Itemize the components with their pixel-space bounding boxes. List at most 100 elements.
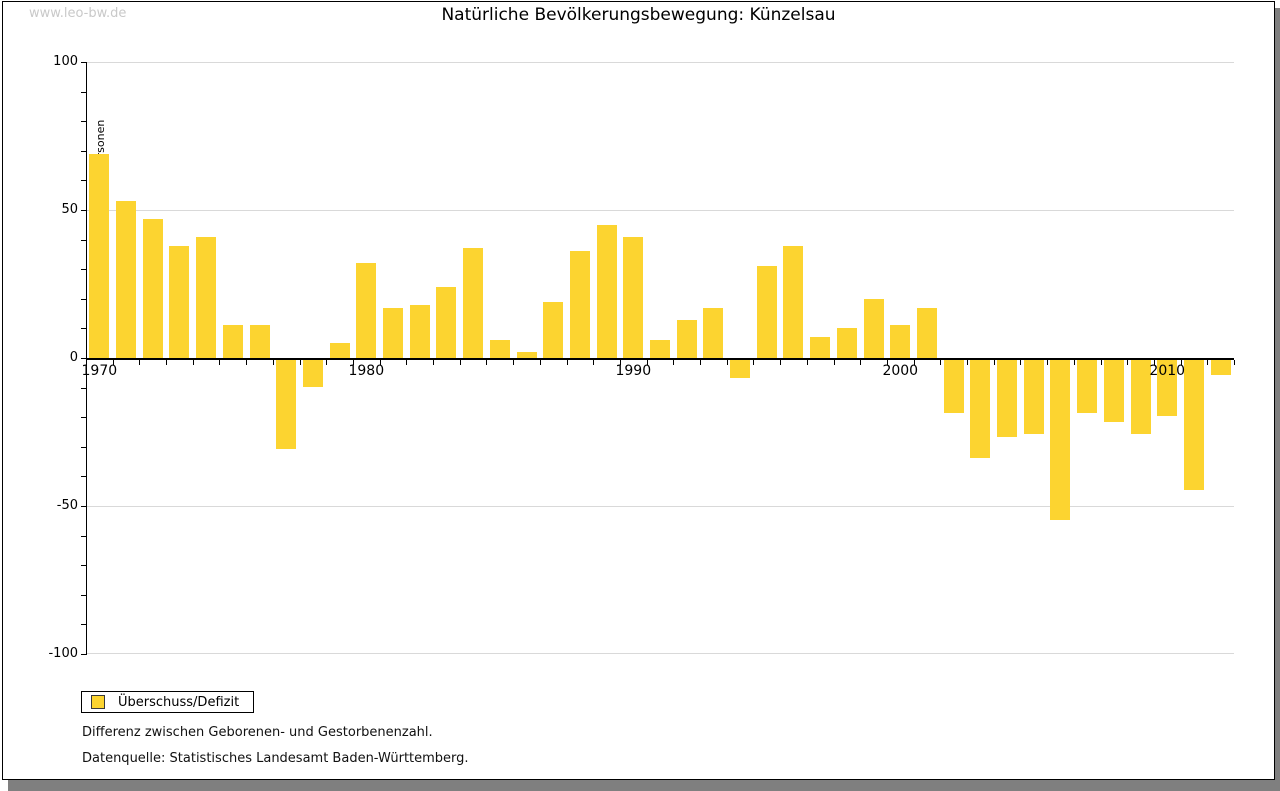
x-axis-line [86, 358, 1234, 360]
footnote-source: Datenquelle: Statistisches Landesamt Bad… [82, 751, 469, 766]
bar-2005 [1023, 360, 1044, 434]
y-tick-label-50: 50 [61, 202, 78, 217]
x-tick [166, 360, 168, 365]
y-minor-tick [81, 565, 86, 567]
watermark: www.leo-bw.de [29, 6, 127, 21]
bar-1987 [543, 301, 564, 358]
x-tick [1127, 360, 1129, 365]
y-minor-tick [81, 121, 86, 123]
y-minor-tick [81, 446, 86, 448]
y-minor-tick [81, 417, 86, 419]
x-tick [326, 360, 328, 365]
x-tick [299, 360, 301, 365]
y-tick-label-100: 100 [53, 54, 78, 69]
x-tick [993, 360, 995, 365]
bar-1991 [650, 340, 670, 358]
bar-1974 [196, 236, 217, 358]
x-tick [619, 360, 621, 365]
bar-2007 [1077, 360, 1098, 414]
bar-1982 [409, 304, 430, 358]
x-tick [673, 360, 675, 365]
x-tick-label-1990: 1990 [615, 363, 652, 379]
y-minor-tick [81, 654, 86, 655]
bar-1998 [836, 328, 857, 358]
legend-box: Überschuss/Defizit [81, 691, 255, 713]
y-minor-tick [81, 239, 86, 241]
y-tick-label--50: -50 [56, 498, 78, 513]
bar-1985 [489, 340, 510, 358]
bar-2009 [1130, 360, 1151, 434]
x-tick [1047, 360, 1049, 365]
frame-shadow-right [1275, 8, 1280, 791]
chart-title: Natürliche Bevölkerungsbewegung: Künzels… [441, 5, 836, 25]
bar-2010 [1157, 360, 1178, 417]
legend-swatch [91, 695, 105, 709]
y-minor-tick [81, 535, 86, 537]
gridline--50 [86, 506, 1234, 507]
bar-1971 [116, 201, 137, 358]
bar-2011 [1183, 360, 1204, 491]
bar-1997 [810, 337, 831, 358]
x-tick-label-1970: 1970 [81, 363, 118, 379]
y-minor-tick [81, 180, 86, 182]
bar-1990 [623, 236, 644, 358]
x-tick [753, 360, 755, 365]
frame-shadow-bottom [8, 780, 1280, 791]
y-minor-tick [81, 358, 86, 359]
x-tick [593, 360, 595, 365]
x-tick [433, 360, 435, 365]
bar-1970 [89, 153, 110, 358]
bar-1983 [436, 286, 457, 358]
y-minor-tick [81, 91, 86, 93]
chart-frame: www.leo-bw.de Natürliche Bevölkerungsbew… [2, 1, 1275, 780]
bar-1992 [676, 319, 697, 358]
bar-1976 [249, 325, 270, 358]
bar-2004 [997, 360, 1018, 437]
plot-area: Personen 100 50 0 -50 -100 1970 1980 1990 2000 20… [48, 54, 1235, 661]
legend-label: Überschuss/Defizit [118, 694, 240, 710]
bar-2006 [1050, 360, 1071, 520]
bar-1977 [276, 360, 297, 449]
y-minor-tick [81, 269, 86, 271]
bar-2000 [890, 325, 911, 358]
y-minor-tick [81, 328, 86, 330]
bar-1996 [783, 245, 804, 358]
x-tick [352, 360, 354, 365]
bar-1980 [356, 263, 377, 358]
y-minor-tick [81, 624, 86, 626]
bar-1989 [596, 224, 617, 358]
bar-1995 [756, 266, 777, 358]
x-tick [1100, 360, 1102, 365]
bar-1975 [222, 325, 243, 358]
x-tick [139, 360, 141, 365]
x-tick [1153, 360, 1155, 365]
x-tick-label-1980: 1980 [348, 363, 385, 379]
x-tick [112, 360, 114, 365]
bar-1972 [142, 218, 163, 358]
x-tick [272, 360, 274, 365]
y-minor-tick [81, 594, 86, 596]
bar-1986 [516, 352, 537, 358]
x-tick [1020, 360, 1022, 365]
x-tick [780, 360, 782, 365]
x-tick-label-2000: 2000 [882, 363, 919, 379]
x-tick [459, 360, 461, 365]
bar-1994 [730, 360, 751, 378]
bar-1984 [463, 248, 484, 358]
bar-2001 [916, 307, 937, 358]
y-minor-tick [81, 62, 86, 63]
gridline-50 [86, 210, 1234, 211]
x-tick [967, 360, 969, 365]
x-tick [539, 360, 541, 365]
bar-1973 [169, 245, 190, 358]
x-tick [806, 360, 808, 365]
bar-1988 [569, 251, 590, 358]
x-tick [1234, 360, 1235, 365]
x-tick [486, 360, 488, 365]
x-tick [1073, 360, 1075, 365]
bar-2008 [1103, 360, 1124, 423]
x-tick [886, 360, 888, 365]
x-tick [192, 360, 194, 365]
bar-1999 [863, 298, 884, 358]
